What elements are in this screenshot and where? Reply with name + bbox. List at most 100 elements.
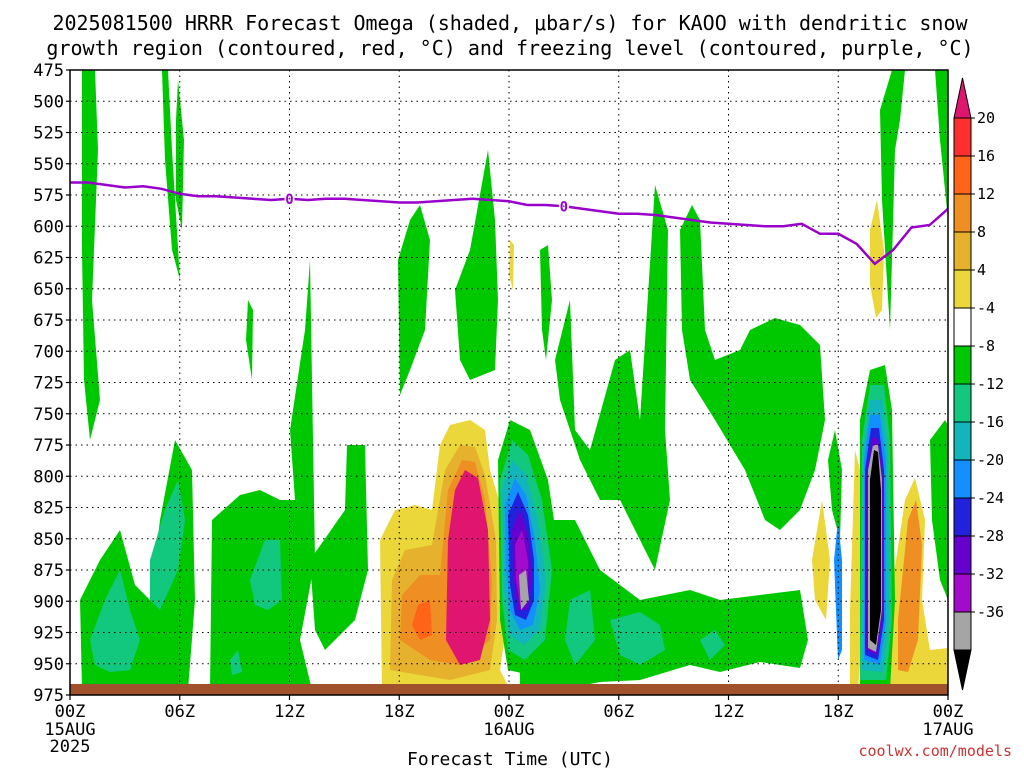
omega-region-green-8 [398,205,430,395]
colorbar-label: -12 [977,375,1004,393]
omega-region-teal-6 [610,612,665,665]
chart-title-line-2: growth region (contoured, red, °C) and f… [46,36,973,60]
surface-band [70,684,948,695]
y-tick-label: 775 [33,436,64,456]
omega-region-yellow-4 [812,500,830,620]
omega-region-black-1 [870,450,881,645]
y-tick-label: 650 [33,280,64,300]
y-tick-label: 850 [33,530,64,550]
x-tick-label: 12Z [713,702,744,722]
freezing-level-label: 0 [560,199,568,215]
colorbar-top-arrow [953,77,972,119]
omega-region-orange-4 [898,500,922,672]
colorbar-label: -16 [977,413,1004,431]
y-axis-ticks: 475 500 525 550 575 600 625 650 675 700 725 750 775 8… [33,61,70,706]
omega-region-green-13 [520,520,808,690]
omega-region-green-17 [828,430,842,540]
omega-region-magenta-1 [446,470,490,665]
colorbar: 20 16 12 8 4 -4 -8 -12 -16 -20 -24 -28 -32 -36 [953,77,1004,691]
x-tick-label: 06Z [164,702,195,722]
omega-region-green-1 [82,70,100,440]
freezing-level-label-bg [558,197,569,213]
omega-region-green-10 [540,245,552,360]
colorbar-label: 16 [977,147,995,165]
omega-region-teal-4 [230,650,242,675]
omega-region-green-7 [310,445,368,650]
colorbar-label: -32 [977,565,1004,583]
colorbar-swatch [953,459,972,499]
y-tick-label: 550 [33,155,64,175]
omega-region-green-11 [555,185,670,570]
y-tick-label: 800 [33,467,64,487]
y-tick-label: 525 [33,124,64,144]
y-tick-label: 675 [33,311,64,331]
omega-region-green-6 [246,300,253,380]
colorbar-swatch [953,193,972,233]
colorbar-swatch [953,383,972,423]
y-tick-label: 925 [33,624,64,644]
colorbar-label: -36 [977,603,1004,621]
y-tick-label: 875 [33,561,64,581]
colorbar-swatch [953,155,972,195]
colorbar-swatch [953,231,972,271]
x-tick-label: 06Z [603,702,634,722]
colorbar-label: 4 [977,261,986,279]
omega-region-orange-3 [412,600,432,640]
colorbar-label: 12 [977,185,995,203]
credit-text: coolwx.com/models [858,742,1012,760]
omega-region-blue-2 [834,520,842,660]
y-tick-label: 900 [33,592,64,612]
x-date-label: 17AUG [922,720,973,740]
x-tick-label: 00Z [933,702,964,722]
y-tick-label: 750 [33,405,64,425]
chart-title-line-1: 2025081500 HRRR Forecast Omega (shaded, … [52,11,968,35]
colorbar-label: 20 [977,109,995,127]
omega-region-green-16 [930,420,948,600]
y-tick-label: 500 [33,92,64,112]
colorbar-swatch [953,345,972,385]
colorbar-swatch [953,307,972,347]
y-tick-label: 700 [33,342,64,362]
omega-region-teal-7 [700,630,725,660]
y-tick-label: 475 [33,61,64,81]
y-tick-label: 600 [33,217,64,237]
y-tick-label: 725 [33,374,64,394]
colorbar-label: -28 [977,527,1004,545]
x-tick-label: 12Z [274,702,305,722]
x-date-label: 2025 [50,737,91,757]
omega-region-teal-3 [250,540,282,610]
x-tick-label: 18Z [823,702,854,722]
omega-region-gray-1 [519,570,529,610]
omega-region-green-12 [680,205,825,530]
omega-region-teal-1 [90,570,140,672]
colorbar-label: -20 [977,451,1004,469]
freezing-level-label-bg [284,189,295,205]
y-tick-label: 825 [33,499,64,519]
x-date-label: 15AUG [44,720,95,740]
colorbar-swatch [953,117,972,157]
colorbar-swatch [953,573,972,613]
omega-region-green-5 [210,260,315,690]
y-tick-label: 625 [33,249,64,269]
colorbar-label: -4 [977,299,995,317]
colorbar-swatch [953,497,972,537]
colorbar-label: 8 [977,223,986,241]
x-axis-ticks: 00Z 06Z 12Z 18Z 00Z 06Z 12Z 18Z 00Z [55,695,964,722]
x-tick-label: 18Z [384,702,415,722]
y-tick-label: 575 [33,186,64,206]
colorbar-bottom-arrow [953,649,972,691]
omega-region-teal-2 [150,480,185,610]
x-date-label: 16AUG [483,720,534,740]
colorbar-swatch [953,611,972,651]
omega-region-green-9 [455,150,498,380]
x-axis-label: Forecast Time (UTC) [407,749,613,768]
omega-region-teal-5 [565,590,595,665]
colorbar-swatch [953,269,972,309]
colorbar-label: -8 [977,337,995,355]
omega-region-yellow-2 [509,240,514,290]
colorbar-swatch [953,535,972,575]
